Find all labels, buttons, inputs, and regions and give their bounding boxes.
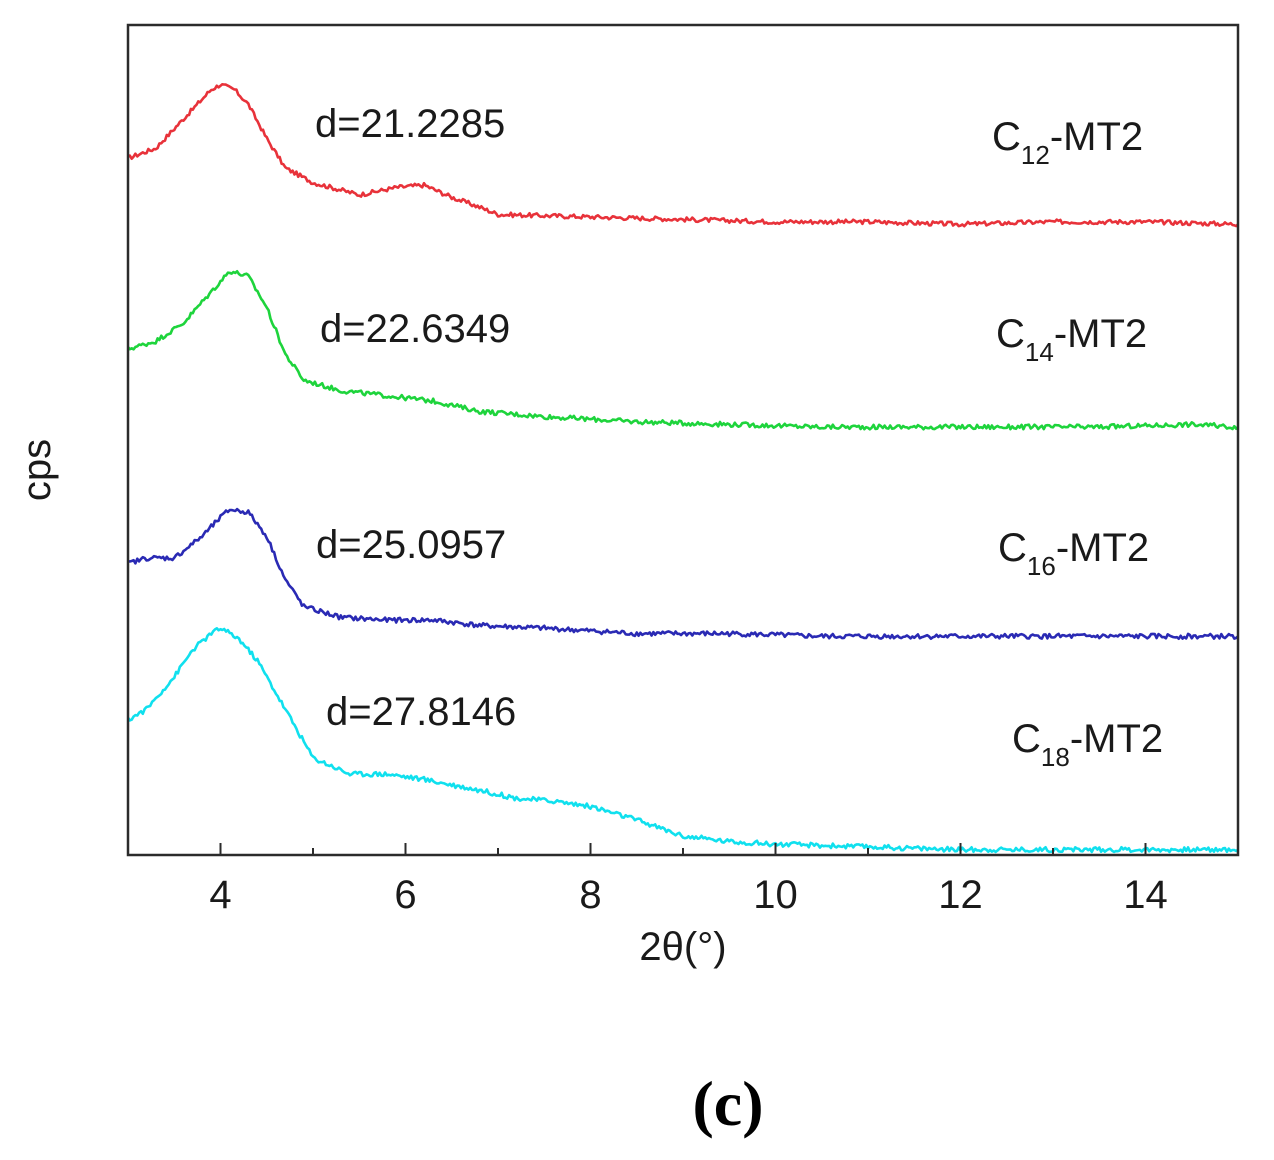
x-tick-label: 6 (394, 873, 416, 917)
series-line-C16 (127, 507, 1239, 640)
panel-label: (c) (692, 1068, 763, 1139)
series-line-C12 (127, 83, 1239, 228)
series-line-C14 (127, 270, 1239, 431)
x-tick-label: 4 (209, 873, 231, 917)
x-tick-label: 12 (938, 873, 983, 917)
series-name-C16: C16-MT2 (998, 526, 1149, 581)
d-spacing-label-C16: d=25.0957 (316, 523, 506, 567)
y-axis-title: cps (15, 439, 59, 501)
x-tick-label: 14 (1123, 873, 1168, 917)
d-spacing-label-C14: d=22.6349 (320, 307, 510, 351)
x-tick-label: 10 (753, 873, 798, 917)
series-name-C12: C12-MT2 (992, 115, 1143, 170)
x-axis-title: 2θ(°) (639, 925, 726, 969)
x-tick-label: 8 (579, 873, 601, 917)
x-axis-ticks: 4 6 8 10 12 14 (127, 843, 1239, 917)
series-name-C14: C14-MT2 (996, 312, 1147, 367)
series-name-C18: C18-MT2 (1012, 717, 1163, 772)
d-spacing-label-C18: d=27.8146 (326, 690, 516, 734)
annotation-layer: d=21.2285 C12-MT2 d=22.6349 C14-MT2 d=25.095… (315, 102, 1163, 772)
d-spacing-label-C12: d=21.2285 (315, 102, 505, 146)
